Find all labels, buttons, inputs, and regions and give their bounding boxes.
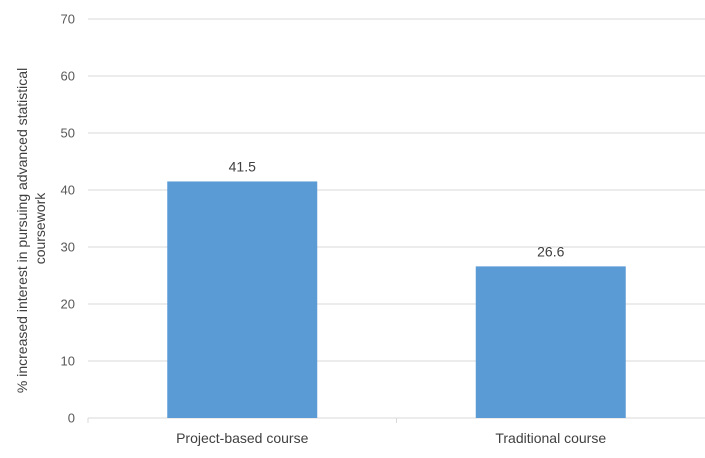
- y-tick-label: 70: [61, 12, 75, 27]
- y-tick-label: 20: [61, 297, 75, 312]
- bar: [167, 181, 318, 418]
- y-axis-title-line-2: coursework: [32, 192, 48, 265]
- y-tick-label: 40: [61, 183, 75, 198]
- x-category-label: Project-based course: [176, 430, 309, 446]
- y-tick-label: 60: [61, 69, 75, 84]
- bar: [475, 266, 626, 418]
- y-axis-title: % increased interest in pursuing advance…: [14, 64, 48, 393]
- y-tick-label: 10: [61, 354, 75, 369]
- y-tick-label: 0: [68, 411, 75, 426]
- y-tick-label: 50: [61, 126, 75, 141]
- y-tick-label: 30: [61, 240, 75, 255]
- y-axis-title-line-1: % increased interest in pursuing advance…: [14, 68, 30, 393]
- data-label: 26.6: [537, 243, 564, 259]
- y-axis-ticks: 0 10 20 30 40 50 60 70: [61, 12, 75, 426]
- x-axis-categories: Project-based course Traditional course: [176, 430, 606, 446]
- x-category-label: Traditional course: [495, 430, 606, 446]
- data-label: 41.5: [229, 158, 256, 174]
- bars: 41.5 26.6: [167, 158, 626, 418]
